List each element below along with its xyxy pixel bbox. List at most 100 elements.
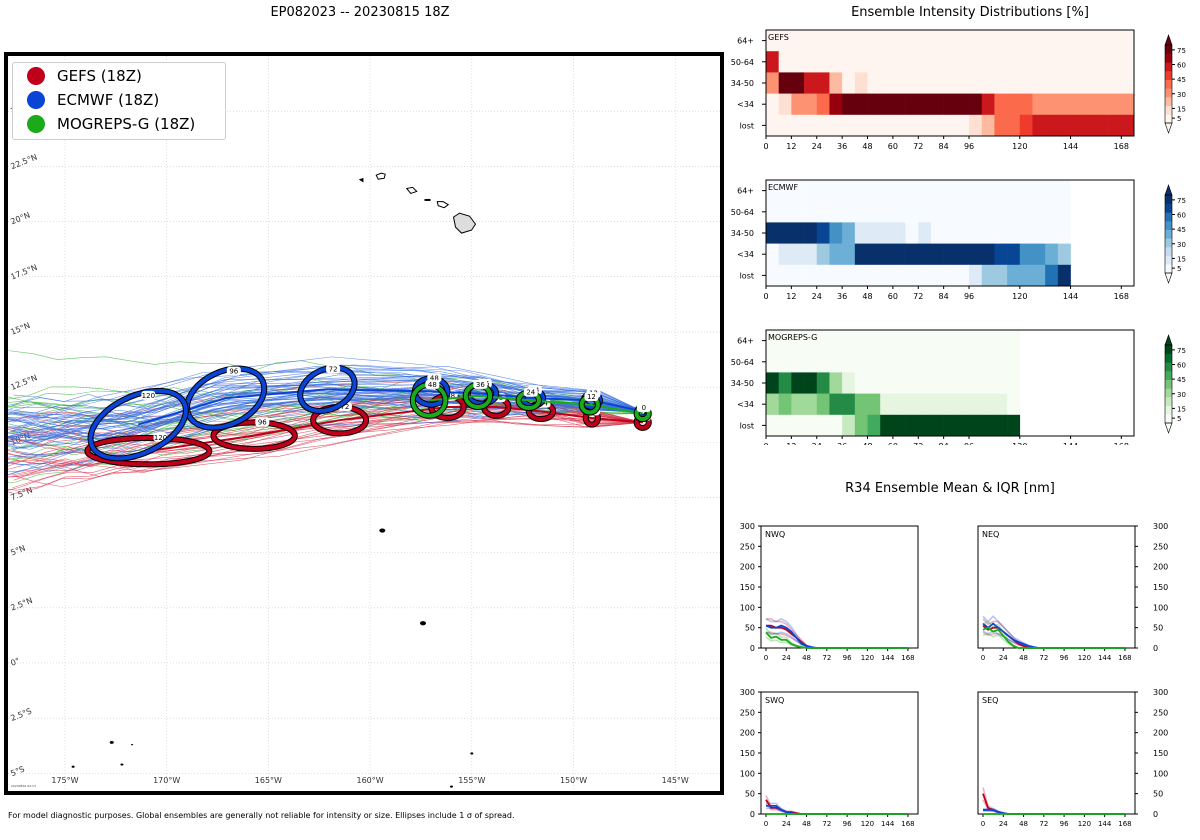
heatmap-cell	[1070, 114, 1084, 137]
page-title: EP082023 -- 20230815 18Z	[270, 5, 450, 20]
heatmap-cell	[1121, 93, 1135, 116]
heatmap-panel-ecmwf: ECMWF 64+ 50-64 34-50 <34 lost 0 12 24 36 48 60 72 84…	[731, 179, 1186, 301]
y-tick-label: 100	[740, 603, 755, 612]
heatmap-cell	[981, 351, 995, 373]
colorbar-segment	[1165, 405, 1172, 415]
heatmap-cell	[829, 330, 843, 352]
colorbar-segment	[1165, 45, 1172, 54]
heatmap-cell	[892, 30, 906, 52]
atoll	[109, 741, 114, 744]
heatmap-cell	[804, 72, 818, 94]
heatmap-cell	[804, 201, 818, 223]
x-tick-label: 72	[913, 142, 923, 151]
y-tick-label: 250	[740, 542, 755, 551]
heatmap-cell	[943, 93, 957, 116]
heatmap-cell	[1032, 222, 1046, 244]
heatmap-cell	[816, 93, 830, 116]
heatmap-cell	[956, 372, 970, 394]
atoll	[71, 765, 75, 768]
colorbar-segment	[1165, 255, 1172, 265]
heatmap-cell	[1007, 93, 1021, 116]
heatmap-cell	[1045, 30, 1059, 52]
colorbar-tick-label: 60	[1177, 212, 1186, 220]
y-tick-label: 200	[740, 729, 755, 738]
heatmap-cell	[842, 372, 856, 394]
x-tick-label: 84	[939, 292, 949, 301]
colorbar-segment	[1165, 229, 1172, 239]
x-tick-label: 144	[1063, 142, 1078, 151]
heatmap-cell	[905, 222, 919, 244]
heatmap-cell	[930, 243, 944, 266]
atoll	[419, 621, 426, 626]
heatmap-cell	[880, 72, 894, 94]
y-tick-label: 300	[740, 688, 755, 697]
x-tick-label: 144	[1098, 820, 1112, 828]
label-text: 120	[154, 434, 167, 442]
row-label: 34-50	[731, 79, 754, 88]
heatmap-cell	[1083, 114, 1097, 137]
forecast-hour-label-mogreps: 48	[425, 379, 440, 389]
row-label: <34	[737, 250, 754, 259]
heatmap-cell	[1032, 72, 1046, 94]
x-tick-label: 0	[764, 820, 768, 828]
heatmap-cell	[829, 72, 843, 94]
legend-label-gefs: GEFS (18Z)	[57, 67, 142, 85]
heatmap-cell	[880, 30, 894, 52]
heatmap-cell	[1019, 222, 1033, 244]
legend-label-ecmwf: ECMWF (18Z)	[57, 91, 160, 109]
x-tick-label: 168	[1118, 820, 1131, 828]
heatmap-cell	[930, 264, 944, 287]
x-tick-label: 72	[822, 654, 831, 662]
lon-label: 170°W	[153, 776, 180, 785]
heatmap-cell	[867, 222, 881, 244]
x-tick-label: 36	[837, 442, 847, 445]
heatmap-cell	[981, 414, 995, 437]
heatmap-cell	[804, 414, 818, 437]
forecast-hour-label-ecmwf: 96	[226, 366, 241, 376]
colorbar-extend-bottom	[1164, 272, 1173, 284]
heatmap-cell	[842, 51, 856, 73]
heatmap-cell	[1032, 180, 1046, 202]
heatmap-cell	[854, 201, 868, 223]
lon-label: 160°W	[357, 776, 384, 785]
heatmap-cell	[1019, 264, 1033, 287]
row-label: lost	[740, 271, 754, 280]
heatmap-cell	[956, 114, 970, 137]
forecast-hour-label-mogreps: 12	[584, 392, 599, 402]
heatmap-cell	[766, 264, 779, 287]
heatmap-cell	[766, 372, 779, 394]
heatmap-cell	[905, 330, 919, 352]
heatmap-cell	[1095, 72, 1109, 94]
x-tick-label: 144	[1098, 654, 1112, 662]
heatmap-cell	[1057, 114, 1071, 137]
heatmap-cell	[816, 330, 830, 352]
x-tick-label: 48	[1019, 654, 1028, 662]
heatmap-cell	[1007, 180, 1021, 202]
heatmap-cell	[791, 222, 805, 244]
colorbar-border	[1164, 194, 1173, 274]
legend-dot-gefs	[27, 67, 45, 85]
heatmap-cell	[930, 93, 944, 116]
x-tick-label: 48	[802, 654, 811, 662]
heatmap-cell	[791, 264, 805, 287]
heatmap-cell	[981, 264, 995, 287]
heatmap-cell	[918, 414, 932, 437]
heatmap-cell	[804, 180, 818, 202]
heatmap-cell	[778, 372, 792, 394]
heatmap-cell	[918, 180, 932, 202]
heatmap-cell	[854, 51, 868, 73]
heatmap-cell	[1045, 222, 1059, 244]
heatmap-cell	[1121, 30, 1135, 52]
label-text: 12	[587, 393, 596, 401]
heatmap-cell	[778, 414, 792, 437]
heatmap-cell	[905, 414, 919, 437]
y-tick-label: 150	[740, 583, 755, 592]
heatmap-cell	[842, 222, 856, 244]
y-tick-label: 50	[1153, 624, 1163, 633]
x-tick-label: 24	[999, 820, 1008, 828]
colorbar-segment	[1165, 414, 1172, 424]
colorbar-tick-label: 45	[1177, 226, 1186, 234]
row-label: 64+	[737, 337, 754, 346]
ensemble-member-track-mogreps	[8, 350, 643, 414]
y-tick-label: 100	[1153, 603, 1168, 612]
